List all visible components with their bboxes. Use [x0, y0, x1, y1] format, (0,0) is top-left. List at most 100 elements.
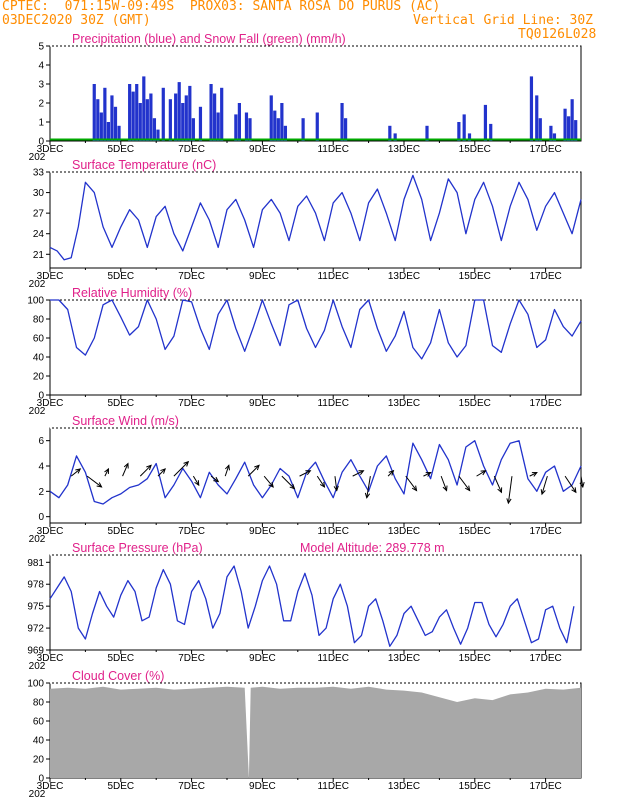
- x-tick-label: 11DEC: [317, 526, 349, 537]
- precip-bar: [191, 118, 195, 141]
- wind-arrow-head: [480, 470, 487, 476]
- wind-arrow: [224, 465, 230, 477]
- wind-arrow-head: [571, 487, 577, 494]
- x-tick-label: 5DEC: [107, 144, 134, 155]
- series-line-wind: [49, 440, 582, 505]
- y-tick-label: 4: [38, 61, 44, 72]
- wind-arrow-head: [75, 468, 82, 474]
- precip-bar: [570, 99, 574, 141]
- y-tick-label: 975: [27, 602, 44, 613]
- x-tick-label: 7DEC: [178, 781, 205, 792]
- wind-arrow: [352, 470, 364, 477]
- y-tick-label: 33: [33, 168, 45, 179]
- x-year-label: 202: [29, 661, 46, 672]
- precip-bar: [552, 133, 557, 141]
- precip-bar: [156, 129, 160, 141]
- y-tick-label: 0: [38, 137, 44, 148]
- wind-arrow: [440, 475, 448, 491]
- y-tick-label: 80: [33, 315, 45, 326]
- wind-arrow-head: [96, 482, 103, 488]
- precip-bar: [96, 99, 100, 141]
- wind-arrow: [139, 464, 152, 477]
- header-code: TQ0126L028: [518, 27, 597, 42]
- x-tick-label: 3DEC: [37, 526, 64, 537]
- wind-arrow: [122, 463, 129, 477]
- panel-rh: 0 20 40 60 80 100 3DEC 5DEC 7DEC 9DEC 11DEC 13DEC 15…: [27, 286, 582, 417]
- precip-bar: [117, 125, 121, 141]
- wind-arrow-head: [268, 481, 274, 488]
- wind-arrow: [157, 468, 166, 477]
- panel-wind: 0 2 4 6 3DEC 5DEC 7DEC 9DEC 11DEC 13DEC 15DEC 17DEC…: [29, 414, 585, 545]
- wind-arrow-head: [531, 472, 538, 477]
- y-tick-label: 0: [38, 774, 44, 785]
- x-tick-label: 15DEC: [459, 781, 491, 792]
- x-tick-label: 17DEC: [529, 781, 561, 792]
- y-tick-label: 60: [33, 717, 45, 728]
- precip-bar: [467, 133, 472, 141]
- wind-arrow: [173, 461, 189, 477]
- precip-bar: [128, 84, 132, 141]
- y-tick-label: 21: [33, 250, 45, 261]
- x-year-label: 202: [29, 406, 46, 417]
- precip-bar: [538, 118, 542, 141]
- x-tick-label: 3DEC: [37, 781, 64, 792]
- precip-bar: [567, 116, 571, 141]
- x-tick-label: 9DEC: [249, 271, 276, 282]
- wind-arrow: [458, 475, 471, 491]
- x-tick-label: 5DEC: [107, 271, 134, 282]
- panel-frame: [49, 554, 582, 651]
- wind-arrow-head: [464, 485, 471, 492]
- wind-arrow-head: [146, 464, 152, 471]
- y-tick-label: 40: [33, 736, 45, 747]
- wind-arrow: [580, 476, 584, 488]
- precip-bar: [113, 106, 118, 141]
- precip-bar: [152, 118, 157, 141]
- wind-arrow: [281, 475, 295, 490]
- x-tick-label: 5DEC: [107, 398, 134, 409]
- precip-bar: [220, 87, 224, 141]
- precip-bar: [388, 125, 392, 141]
- precip-bar: [248, 118, 252, 141]
- precip-bar: [343, 118, 348, 141]
- x-tick-label: 13DEC: [388, 144, 420, 155]
- wind-arrow: [210, 475, 219, 482]
- wind-arrow-head: [388, 469, 395, 476]
- x-tick-label: 3DEC: [37, 398, 64, 409]
- panel-annotation: Model Altitude: 289.778 m: [300, 541, 445, 555]
- x-tick-label: 9DEC: [249, 781, 276, 792]
- x-tick-label: 15DEC: [459, 271, 491, 282]
- x-tick-label: 13DEC: [388, 653, 420, 664]
- precip-bar: [110, 95, 114, 141]
- x-tick-label: 17DEC: [529, 144, 561, 155]
- precip-bar: [549, 125, 553, 141]
- wind-arrow: [104, 468, 109, 477]
- x-year-label: 202: [29, 789, 46, 800]
- precip-bar: [181, 103, 185, 141]
- y-tick-label: 978: [27, 580, 44, 591]
- wind-arrow-head: [160, 468, 166, 474]
- header-grid-note: Vertical Grid Line: 30Z: [413, 13, 594, 28]
- precip-bar: [283, 125, 288, 141]
- y-tick-label: 1: [38, 118, 44, 129]
- x-tick-label: 11DEC: [317, 653, 349, 664]
- wind-arrow-head: [123, 462, 129, 469]
- wind-arrow: [334, 476, 338, 491]
- wind-arrow: [70, 468, 81, 477]
- wind-arrow: [192, 475, 200, 486]
- wind-arrow: [247, 464, 260, 477]
- precip-bar: [188, 85, 192, 141]
- precip-bar: [149, 93, 153, 141]
- header-date: 03DEC2020 30Z (GMT): [2, 13, 151, 28]
- y-tick-label: 2: [38, 99, 44, 110]
- x-tick-label: 15DEC: [459, 653, 491, 664]
- y-tick-label: 981: [27, 558, 44, 569]
- x-tick-label: 11DEC: [317, 144, 349, 155]
- x-tick-label: 17DEC: [529, 271, 561, 282]
- y-tick-label: 30: [33, 188, 45, 199]
- wind-arrow-head: [506, 498, 512, 505]
- wind-arrow-head: [333, 485, 339, 492]
- wind-arrow-head: [358, 470, 365, 475]
- x-tick-label: 13DEC: [388, 398, 420, 409]
- y-tick-label: 5: [38, 42, 44, 53]
- wind-arrow-head: [442, 485, 448, 492]
